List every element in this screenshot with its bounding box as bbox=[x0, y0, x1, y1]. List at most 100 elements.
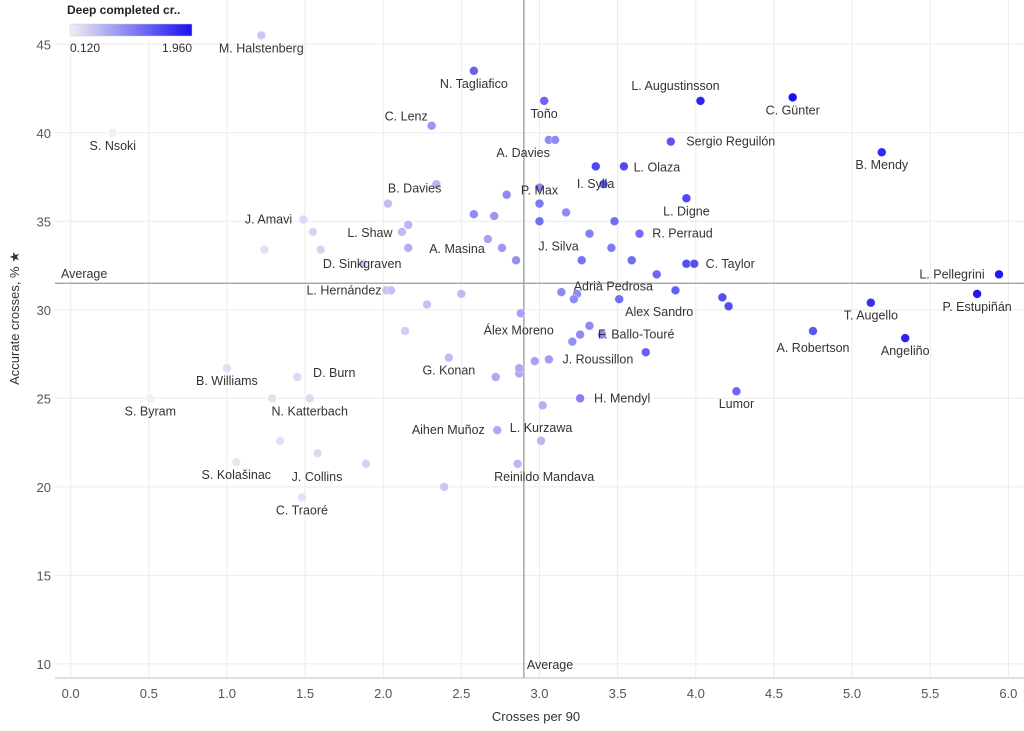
x-tick-label: 4.5 bbox=[765, 686, 783, 701]
point-label: I. Sylla bbox=[577, 177, 615, 191]
x-tick-label: 5.0 bbox=[843, 686, 861, 701]
data-point bbox=[439, 482, 449, 492]
data-point bbox=[469, 66, 479, 76]
point-label: Angeliño bbox=[881, 344, 930, 358]
point-label: H. Mendyl bbox=[594, 391, 650, 405]
average-lines: Average Average bbox=[55, 0, 1024, 678]
point-label: L. Shaw bbox=[347, 226, 393, 240]
point-label: M. Halstenberg bbox=[219, 41, 304, 55]
x-tick-label: 3.5 bbox=[609, 686, 627, 701]
point-label: Toño bbox=[531, 107, 558, 121]
data-point bbox=[537, 400, 548, 411]
data-point bbox=[444, 352, 454, 363]
data-point bbox=[866, 298, 876, 308]
data-point bbox=[308, 227, 318, 237]
y-tick-label: 25 bbox=[37, 391, 51, 406]
average-y-label: Average bbox=[61, 267, 107, 281]
data-point bbox=[877, 147, 887, 157]
data-point bbox=[483, 234, 493, 244]
x-tick-label: 5.5 bbox=[921, 686, 939, 701]
x-tick-label: 0.5 bbox=[140, 686, 158, 701]
data-point bbox=[456, 289, 467, 299]
data-point bbox=[361, 459, 371, 469]
data-point bbox=[489, 211, 499, 221]
point-label: Lumor bbox=[719, 397, 754, 411]
data-point bbox=[567, 336, 578, 347]
data-point bbox=[723, 301, 734, 311]
data-point bbox=[231, 457, 241, 467]
data-point bbox=[731, 386, 742, 396]
legend-min-label: 0.120 bbox=[70, 41, 100, 55]
data-points bbox=[108, 30, 1004, 503]
data-point bbox=[501, 190, 512, 200]
data-point bbox=[492, 425, 503, 435]
data-point bbox=[576, 255, 587, 265]
data-point bbox=[539, 96, 549, 106]
data-point bbox=[145, 393, 156, 404]
data-point bbox=[516, 308, 526, 319]
data-point bbox=[358, 259, 368, 269]
point-label: A. Davies bbox=[496, 146, 550, 160]
point-label: L. Pellegrini bbox=[919, 267, 984, 281]
data-point bbox=[267, 393, 277, 404]
data-point bbox=[627, 255, 637, 265]
data-point bbox=[298, 214, 309, 225]
axes: 10 15 20 25 30 35 40 45 0.0 0.5 1.0 1.5 2.0 2.5 3.0 3.5… bbox=[37, 37, 1024, 701]
point-label: L. Digne bbox=[663, 204, 710, 218]
y-tick-label: 45 bbox=[37, 37, 51, 52]
data-point bbox=[681, 193, 692, 203]
legend-title[interactable]: Deep completed cr.. bbox=[67, 3, 180, 17]
data-point bbox=[426, 120, 437, 131]
data-point bbox=[403, 220, 413, 230]
average-x-label: Average bbox=[527, 658, 573, 672]
data-point bbox=[397, 227, 407, 237]
data-point bbox=[689, 259, 699, 269]
data-point bbox=[497, 243, 507, 253]
data-point bbox=[591, 161, 601, 172]
point-label: T. Augello bbox=[844, 309, 898, 323]
point-label: S. Nsoki bbox=[90, 139, 137, 153]
data-point bbox=[292, 372, 302, 382]
data-point bbox=[550, 135, 560, 145]
point-label: G. Konan bbox=[422, 364, 475, 378]
data-point bbox=[614, 294, 624, 304]
data-point bbox=[584, 321, 595, 331]
data-point bbox=[606, 243, 617, 253]
data-point bbox=[569, 294, 579, 304]
point-label: J. Silva bbox=[538, 240, 578, 254]
point-label: P. Estupiñán bbox=[942, 300, 1011, 314]
data-point bbox=[256, 30, 267, 41]
point-label: S. Kolašinac bbox=[202, 468, 271, 482]
x-tick-label: 1.0 bbox=[218, 686, 236, 701]
y-tick-label: 15 bbox=[37, 568, 51, 583]
data-point bbox=[641, 347, 651, 357]
point-label: B. Williams bbox=[196, 374, 258, 388]
legend-max-label: 1.960 bbox=[162, 41, 192, 55]
point-label: A. Robertson bbox=[777, 341, 850, 355]
color-legend: Deep completed cr.. 0.120 1.960 bbox=[60, 0, 200, 55]
data-point bbox=[900, 333, 910, 343]
data-point bbox=[400, 326, 410, 336]
point-label: J. Amavi bbox=[245, 213, 292, 227]
data-point bbox=[544, 354, 554, 365]
y-axis-title: Accurate crosses, % ★ bbox=[7, 251, 22, 385]
x-tick-label: 4.0 bbox=[687, 686, 705, 701]
point-label: P. Max bbox=[521, 184, 559, 198]
data-point bbox=[609, 216, 620, 226]
data-point bbox=[670, 285, 681, 296]
point-label: Reinildo Mandava bbox=[494, 470, 594, 484]
x-tick-label: 0.0 bbox=[62, 686, 80, 701]
point-label: D. Sinkgraven bbox=[323, 257, 402, 271]
data-point bbox=[512, 459, 523, 469]
data-point bbox=[994, 269, 1004, 280]
data-point bbox=[634, 228, 645, 239]
point-label: L. Olaza bbox=[634, 160, 681, 174]
point-label: L. Kurzawa bbox=[510, 421, 573, 435]
point-label: F. Ballo-Touré bbox=[598, 328, 674, 342]
point-label: R. Perraud bbox=[652, 227, 712, 241]
data-point bbox=[386, 285, 396, 296]
data-point bbox=[491, 372, 501, 382]
point-label: C. Lenz bbox=[385, 110, 428, 124]
y-tick-label: 10 bbox=[37, 657, 51, 672]
